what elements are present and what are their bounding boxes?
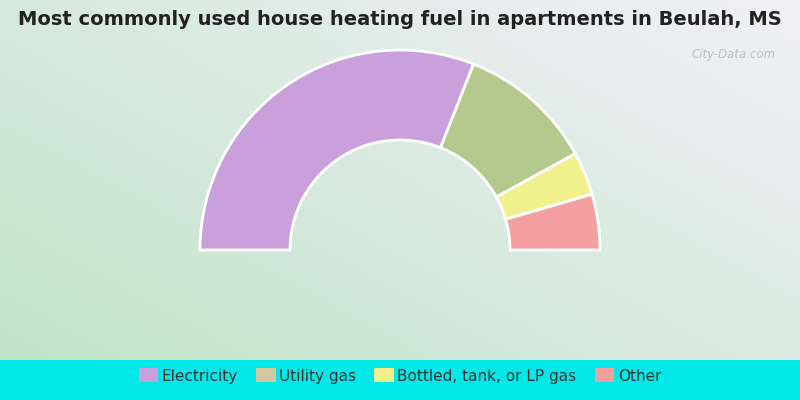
Wedge shape	[441, 64, 575, 197]
Wedge shape	[506, 194, 600, 250]
Text: City-Data.com: City-Data.com	[692, 48, 776, 61]
Wedge shape	[496, 154, 592, 219]
Legend: Electricity, Utility gas, Bottled, tank, or LP gas, Other: Electricity, Utility gas, Bottled, tank,…	[133, 362, 667, 390]
Wedge shape	[200, 50, 474, 250]
Text: Most commonly used house heating fuel in apartments in Beulah, MS: Most commonly used house heating fuel in…	[18, 10, 782, 29]
